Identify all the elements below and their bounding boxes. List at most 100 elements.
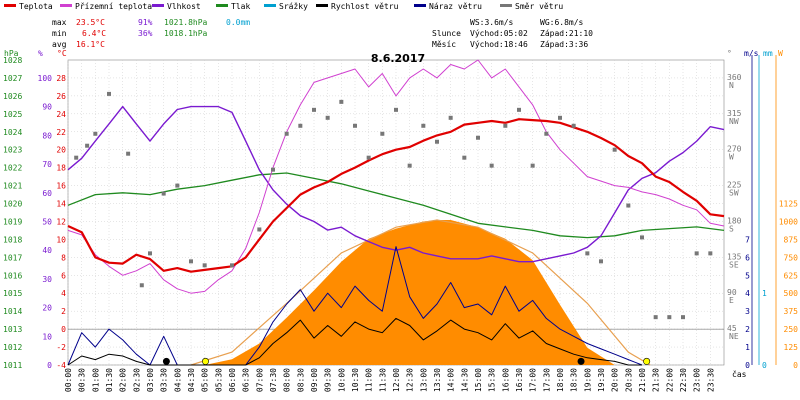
direction-point bbox=[339, 99, 344, 104]
direction-point bbox=[708, 251, 713, 256]
x-tick-label: 22:30 bbox=[679, 368, 688, 392]
wind-tick: 4 bbox=[745, 289, 750, 298]
x-tick-label: 21:30 bbox=[652, 368, 661, 392]
direction-point bbox=[366, 155, 371, 160]
pressure-tick: 1019 bbox=[3, 217, 22, 226]
legend-label-direction: Směr větru bbox=[515, 2, 563, 11]
direction-tick-label: SE bbox=[729, 260, 739, 269]
rain-unit-label: mm bbox=[763, 49, 773, 58]
stats-max-temp: 23.5°C bbox=[76, 18, 105, 27]
direction-point bbox=[640, 235, 644, 240]
x-tick-label: 19:00 bbox=[583, 368, 592, 392]
direction-point bbox=[667, 315, 672, 320]
x-tick-label: 14:30 bbox=[460, 368, 469, 392]
stats-sun-label: Slunce bbox=[432, 29, 461, 38]
wind-tick: 5 bbox=[745, 271, 750, 280]
direction-point bbox=[530, 163, 535, 168]
x-tick-label: 15:00 bbox=[474, 368, 483, 392]
x-tick-label: 23:30 bbox=[706, 368, 715, 392]
x-tick-label: 16:00 bbox=[501, 368, 510, 392]
temperature-tick: 10 bbox=[56, 235, 66, 244]
stats-min-hum: 36% bbox=[138, 29, 153, 38]
x-tick-label: 14:00 bbox=[447, 368, 456, 392]
direction-point bbox=[681, 315, 685, 320]
moonrise-marker bbox=[577, 357, 585, 365]
stats-moon-label: Měsíc bbox=[432, 40, 456, 49]
solar-tick: 0 bbox=[793, 361, 798, 370]
solar-unit-label: W bbox=[778, 49, 783, 58]
x-tick-label: 02:00 bbox=[119, 368, 128, 392]
humidity-tick: 40 bbox=[42, 246, 52, 255]
direction-point bbox=[230, 263, 234, 268]
direction-point bbox=[380, 131, 385, 136]
direction-point bbox=[448, 115, 453, 120]
wind-tick: 2 bbox=[745, 325, 750, 334]
x-tick-label: 01:00 bbox=[91, 368, 100, 392]
legend-swatch-wind bbox=[316, 4, 328, 7]
direction-point bbox=[93, 131, 98, 136]
x-tick-label: 13:30 bbox=[433, 368, 442, 392]
legend-label-pressure: Tlak bbox=[231, 2, 250, 11]
pressure-tick: 1027 bbox=[3, 74, 22, 83]
direction-point bbox=[585, 251, 590, 256]
direction-point bbox=[394, 107, 398, 112]
direction-unit-label: ° bbox=[727, 49, 732, 58]
direction-point bbox=[312, 107, 316, 112]
temperature-tick: 6 bbox=[61, 271, 66, 280]
temperature-tick: -2 bbox=[56, 343, 66, 352]
x-tick-label: 00:30 bbox=[78, 368, 87, 392]
x-tick-label: 21:00 bbox=[638, 368, 647, 392]
direction-point bbox=[298, 123, 303, 128]
stats-min-label: min bbox=[52, 29, 67, 38]
x-tick-label: 17:00 bbox=[529, 368, 538, 392]
wind-tick: 0 bbox=[745, 361, 750, 370]
x-tick-label: 13:00 bbox=[419, 368, 428, 392]
humidity-tick: 10 bbox=[42, 332, 52, 341]
pressure-tick: 1022 bbox=[3, 164, 22, 173]
pressure-line bbox=[67, 172, 725, 239]
legend-swatch-gust bbox=[414, 4, 426, 7]
pressure-tick: 1020 bbox=[3, 200, 22, 209]
temperature-tick: 26 bbox=[56, 92, 66, 101]
pressure-tick: 1015 bbox=[3, 289, 22, 298]
direction-point bbox=[571, 123, 576, 128]
direction-point bbox=[175, 183, 180, 188]
pressure-tick: 1014 bbox=[3, 307, 22, 316]
stats-sun-rise: Východ:05:02 bbox=[470, 29, 528, 38]
direction-tick-label: N bbox=[729, 81, 734, 90]
temperature-tick: 24 bbox=[56, 110, 66, 119]
direction-point bbox=[653, 315, 658, 320]
x-tick-label: 03:00 bbox=[146, 368, 155, 392]
direction-tick: 360 bbox=[727, 73, 742, 82]
x-tick-label: 20:30 bbox=[624, 368, 633, 392]
solar-clear-sky-line bbox=[190, 219, 651, 366]
direction-tick-label: W bbox=[729, 153, 734, 162]
solar-tick: 250 bbox=[784, 325, 799, 334]
humidity-tick: 20 bbox=[42, 304, 52, 313]
temperature-tick: 12 bbox=[56, 217, 66, 226]
stats-min-press: 1018.1hPa bbox=[164, 29, 208, 38]
direction-point bbox=[202, 263, 207, 268]
x-tick-label: 11:30 bbox=[378, 368, 387, 392]
pressure-tick: 1024 bbox=[3, 128, 22, 137]
direction-point bbox=[126, 151, 131, 156]
direction-point bbox=[325, 115, 330, 120]
pressure-unit-label: hPa bbox=[4, 49, 19, 58]
humidity-tick: 50 bbox=[42, 217, 52, 226]
humidity-tick: 70 bbox=[42, 160, 52, 169]
direction-point bbox=[271, 167, 275, 172]
humidity-tick: 100 bbox=[38, 74, 53, 83]
wind-unit-label: m/s bbox=[744, 49, 759, 58]
pressure-tick: 1013 bbox=[3, 325, 22, 334]
humidity-unit-label: % bbox=[38, 49, 43, 58]
x-tick-label: 10:00 bbox=[337, 368, 346, 392]
stats-avg-temp: 16.1°C bbox=[76, 40, 105, 49]
temperature-tick: 14 bbox=[56, 200, 66, 209]
solar-tick: 750 bbox=[784, 253, 799, 262]
legend-label-temperature: Teplota bbox=[19, 2, 53, 11]
direction-point bbox=[284, 131, 289, 136]
pressure-tick: 1017 bbox=[3, 253, 22, 262]
pressure-tick: 1023 bbox=[3, 146, 22, 155]
x-tick-label: 09:00 bbox=[310, 368, 319, 392]
